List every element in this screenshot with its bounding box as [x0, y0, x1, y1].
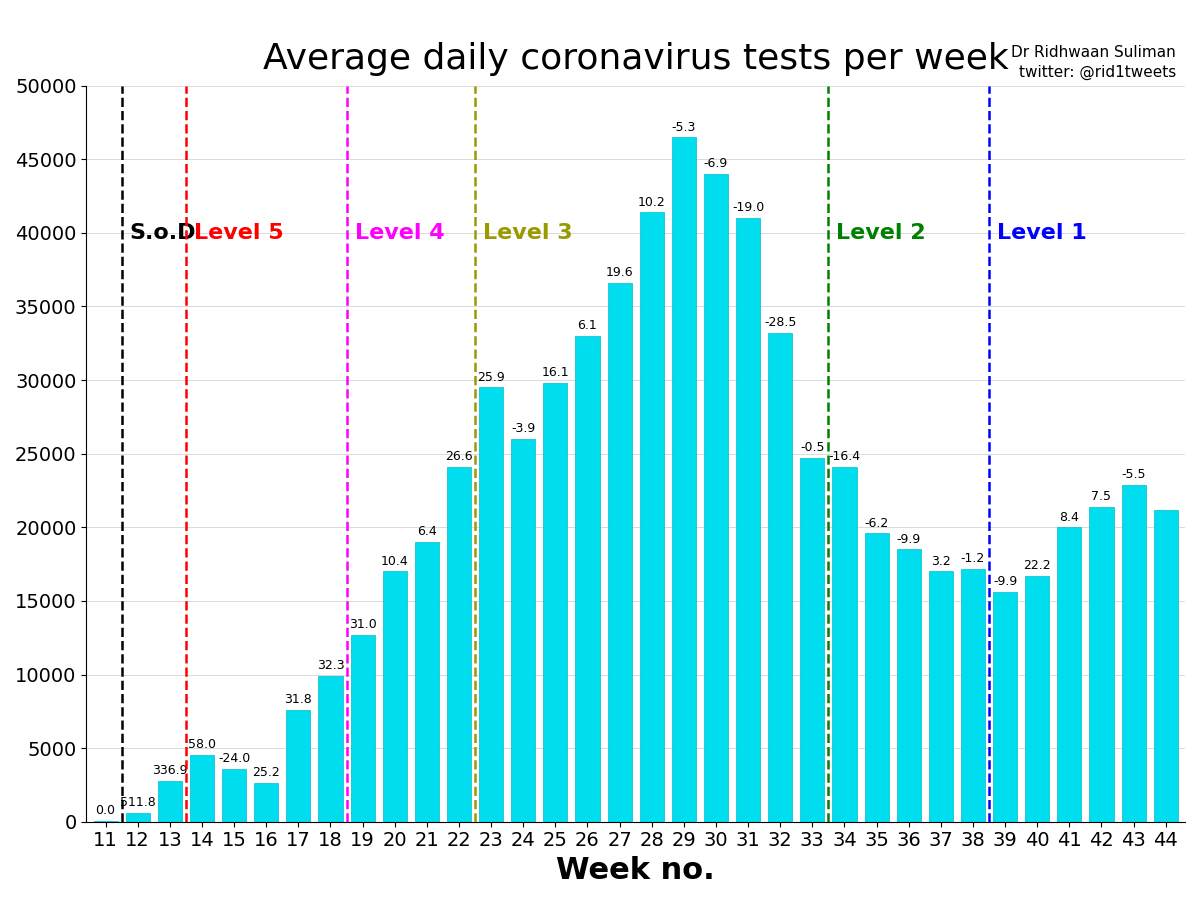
Bar [736, 218, 760, 822]
Bar [1057, 527, 1081, 822]
Text: 31.0: 31.0 [349, 618, 377, 631]
Text: -0.5: -0.5 [800, 441, 824, 454]
Bar [672, 137, 696, 822]
Bar [318, 676, 342, 822]
Text: 10.2: 10.2 [638, 195, 666, 209]
Bar [1122, 484, 1146, 822]
Bar [383, 572, 407, 822]
Text: -28.5: -28.5 [764, 316, 797, 329]
Text: Level 1: Level 1 [997, 223, 1087, 243]
Text: -6.2: -6.2 [864, 517, 889, 529]
Bar [961, 569, 985, 822]
Title: Average daily coronavirus tests per week: Average daily coronavirus tests per week [263, 42, 1008, 76]
Text: 31.8: 31.8 [284, 693, 312, 706]
Text: 58.0: 58.0 [188, 738, 216, 752]
Text: 16.1: 16.1 [541, 366, 569, 380]
Bar [929, 572, 953, 822]
Bar [704, 174, 728, 822]
Text: 10.4: 10.4 [380, 554, 409, 568]
Text: 26.6: 26.6 [445, 450, 473, 464]
Text: Dr Ridhwaan Suliman
twitter: @rid1tweets: Dr Ridhwaan Suliman twitter: @rid1tweets [1012, 45, 1176, 80]
Text: 6.4: 6.4 [416, 526, 437, 538]
Bar [607, 283, 631, 822]
Bar [994, 592, 1018, 822]
Bar [833, 467, 857, 822]
Bar [864, 533, 889, 822]
Bar [800, 458, 824, 822]
Text: -9.9: -9.9 [896, 533, 920, 545]
Text: 8.4: 8.4 [1060, 510, 1079, 524]
Text: -16.4: -16.4 [828, 450, 860, 464]
Text: 32.3: 32.3 [317, 660, 344, 672]
Text: Level 4: Level 4 [354, 223, 444, 243]
Text: -24.0: -24.0 [218, 752, 251, 765]
Text: 6.1: 6.1 [577, 320, 598, 332]
Bar [576, 336, 600, 822]
Text: Level 3: Level 3 [484, 223, 572, 243]
Text: -5.3: -5.3 [672, 121, 696, 133]
X-axis label: Week no.: Week no. [557, 856, 715, 885]
Bar [126, 813, 150, 822]
Bar [544, 383, 568, 822]
Text: 336.9: 336.9 [152, 764, 187, 777]
Text: -5.5: -5.5 [1121, 468, 1146, 481]
Text: -9.9: -9.9 [992, 575, 1018, 589]
Bar [640, 212, 664, 822]
Text: -19.0: -19.0 [732, 202, 764, 214]
Text: 25.9: 25.9 [478, 371, 505, 383]
Bar [1090, 507, 1114, 822]
Bar [287, 710, 311, 822]
Text: -6.9: -6.9 [704, 158, 728, 170]
Bar [511, 439, 535, 822]
Bar [479, 387, 503, 822]
Text: Level 5: Level 5 [194, 223, 283, 243]
Text: 0.0: 0.0 [96, 805, 115, 817]
Text: S.o.D: S.o.D [130, 223, 197, 243]
Text: 7.5: 7.5 [1092, 490, 1111, 503]
Text: 511.8: 511.8 [120, 796, 156, 809]
Text: -3.9: -3.9 [511, 422, 535, 436]
Text: 3.2: 3.2 [931, 554, 950, 568]
Bar [896, 549, 920, 822]
Bar [190, 755, 214, 822]
Text: Level 2: Level 2 [836, 223, 926, 243]
Bar [446, 467, 472, 822]
Text: 19.6: 19.6 [606, 266, 634, 279]
Bar [222, 769, 246, 822]
Bar [158, 780, 182, 822]
Bar [1153, 509, 1177, 822]
Bar [415, 542, 439, 822]
Bar [350, 634, 374, 822]
Bar [768, 333, 792, 822]
Text: -1.2: -1.2 [961, 552, 985, 565]
Bar [1025, 576, 1049, 822]
Bar [254, 783, 278, 822]
Text: 25.2: 25.2 [252, 766, 280, 779]
Text: 22.2: 22.2 [1024, 559, 1051, 572]
